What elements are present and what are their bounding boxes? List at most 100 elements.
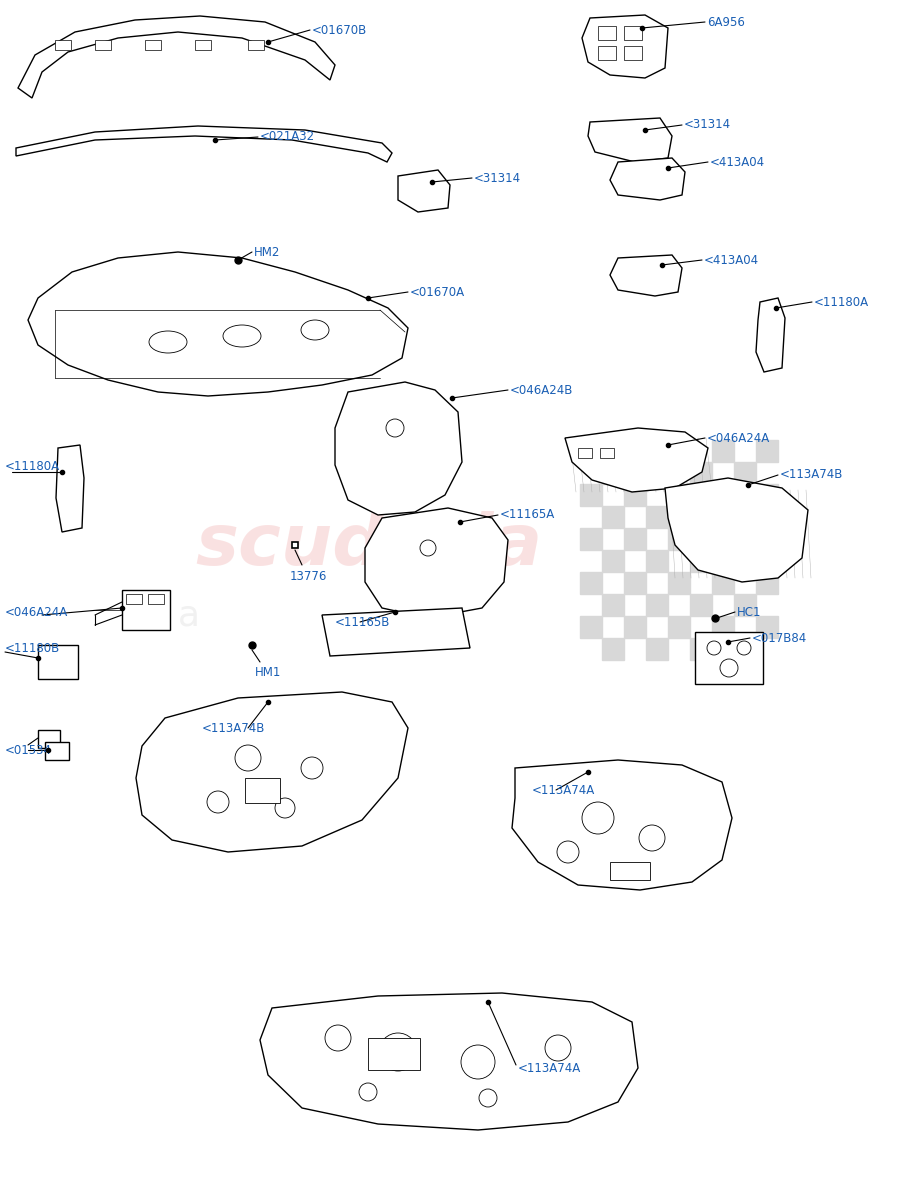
- Circle shape: [235, 745, 261, 770]
- Bar: [734, 506, 756, 528]
- Bar: [690, 638, 712, 660]
- Bar: [600, 448, 614, 458]
- Circle shape: [386, 419, 404, 437]
- Bar: [598, 46, 616, 60]
- Bar: [602, 550, 624, 572]
- Bar: [38, 646, 78, 679]
- Text: p: p: [355, 611, 378, 646]
- Bar: [122, 590, 170, 630]
- Bar: [646, 638, 668, 660]
- Bar: [624, 440, 646, 462]
- Text: <113A74B: <113A74B: [780, 468, 844, 481]
- Bar: [646, 550, 668, 572]
- Bar: [580, 484, 602, 506]
- Bar: [646, 462, 668, 484]
- Text: <413A04: <413A04: [704, 253, 759, 266]
- Text: <11180A: <11180A: [5, 461, 60, 474]
- Bar: [734, 462, 756, 484]
- Bar: [245, 778, 280, 803]
- Text: <11180A: <11180A: [814, 295, 869, 308]
- Bar: [734, 550, 756, 572]
- Bar: [690, 594, 712, 616]
- Circle shape: [420, 540, 436, 556]
- Polygon shape: [260, 994, 638, 1130]
- Circle shape: [207, 791, 229, 814]
- Bar: [368, 1038, 420, 1070]
- Polygon shape: [610, 254, 682, 296]
- Bar: [668, 440, 690, 462]
- Bar: [690, 462, 712, 484]
- Bar: [602, 638, 624, 660]
- Polygon shape: [610, 158, 685, 200]
- Bar: [756, 616, 778, 638]
- Polygon shape: [28, 252, 408, 396]
- Polygon shape: [565, 428, 708, 492]
- Circle shape: [379, 1033, 417, 1070]
- Bar: [668, 616, 690, 638]
- Text: <046A24A: <046A24A: [5, 606, 68, 618]
- Ellipse shape: [223, 325, 261, 347]
- Circle shape: [325, 1025, 351, 1051]
- Text: <046A24A: <046A24A: [707, 432, 770, 444]
- Polygon shape: [18, 16, 335, 98]
- Bar: [712, 572, 734, 594]
- Bar: [602, 506, 624, 528]
- Text: <31314: <31314: [474, 172, 521, 185]
- Circle shape: [557, 841, 579, 863]
- Bar: [624, 26, 642, 40]
- Polygon shape: [322, 608, 470, 656]
- Text: HM2: HM2: [254, 246, 280, 258]
- Text: <413A04: <413A04: [710, 156, 766, 168]
- Circle shape: [479, 1090, 497, 1106]
- Bar: [610, 862, 650, 880]
- Circle shape: [639, 826, 665, 851]
- Bar: [712, 528, 734, 550]
- Bar: [580, 616, 602, 638]
- Text: scuderia: scuderia: [195, 511, 542, 580]
- Polygon shape: [512, 760, 732, 890]
- Polygon shape: [16, 126, 392, 162]
- Bar: [712, 616, 734, 638]
- Bar: [695, 632, 763, 684]
- Bar: [45, 742, 69, 760]
- Text: <01670A: <01670A: [410, 286, 465, 299]
- Bar: [712, 440, 734, 462]
- Bar: [690, 550, 712, 572]
- Polygon shape: [756, 298, 785, 372]
- Bar: [580, 440, 602, 462]
- Bar: [95, 40, 111, 50]
- Polygon shape: [588, 118, 672, 162]
- Text: <113A74A: <113A74A: [532, 784, 596, 797]
- Text: a: a: [178, 598, 200, 632]
- Bar: [734, 638, 756, 660]
- Bar: [668, 484, 690, 506]
- Ellipse shape: [149, 331, 187, 353]
- Bar: [756, 484, 778, 506]
- Bar: [646, 506, 668, 528]
- Bar: [624, 616, 646, 638]
- Text: <31314: <31314: [684, 119, 732, 132]
- Bar: [712, 484, 734, 506]
- Text: <021A32: <021A32: [260, 131, 315, 144]
- Polygon shape: [335, 382, 462, 515]
- Bar: [668, 528, 690, 550]
- Text: <11165B: <11165B: [335, 616, 391, 629]
- Text: <046A24B: <046A24B: [510, 384, 573, 396]
- Bar: [668, 572, 690, 594]
- Ellipse shape: [301, 320, 329, 340]
- Bar: [578, 448, 592, 458]
- Text: <01670B: <01670B: [312, 24, 368, 36]
- Circle shape: [707, 641, 721, 655]
- Bar: [55, 40, 71, 50]
- Text: <113A74B: <113A74B: [202, 721, 266, 734]
- Circle shape: [545, 1034, 571, 1061]
- Circle shape: [737, 641, 751, 655]
- Text: <11180B: <11180B: [5, 642, 61, 654]
- Bar: [602, 462, 624, 484]
- Bar: [126, 594, 142, 604]
- Bar: [602, 594, 624, 616]
- Polygon shape: [56, 445, 84, 532]
- Polygon shape: [136, 692, 408, 852]
- Text: <11165A: <11165A: [500, 509, 555, 522]
- Text: 13776: 13776: [290, 570, 327, 582]
